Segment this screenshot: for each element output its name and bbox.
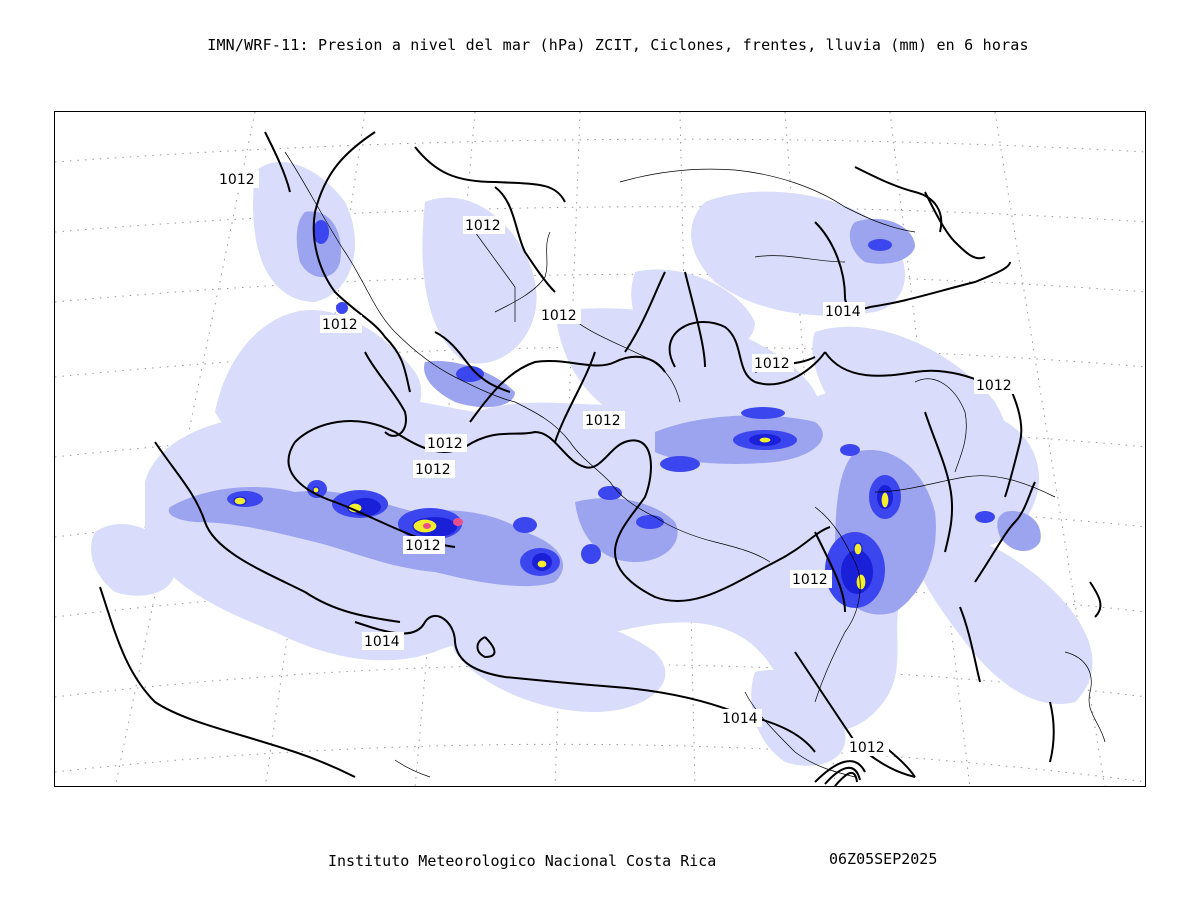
isobar-label: 1012	[849, 740, 885, 756]
label-bg	[217, 170, 259, 188]
label-bg	[425, 434, 467, 452]
label-bg	[720, 709, 762, 727]
isobar-label: 1012	[427, 436, 463, 452]
rain-intense-cores	[233, 436, 890, 591]
label-bg	[320, 315, 362, 333]
label-bg	[823, 302, 865, 320]
rain-light-field	[91, 162, 1093, 766]
map-canvas: 1012 1012 1012 1012 1012 1012 1012 1012 …	[55, 112, 1145, 786]
isobar-label: 1012	[976, 378, 1012, 394]
label-bg	[752, 354, 794, 372]
label-bg	[847, 738, 889, 756]
valid-time: 06Z05SEP2025	[829, 850, 938, 868]
isobar-label: 1014	[364, 634, 400, 650]
institution-credit: Instituto Meteorologico Nacional Costa R…	[328, 852, 717, 870]
isobar-label: 1014	[722, 711, 758, 727]
label-bg	[362, 632, 404, 650]
isobar-label: 1012	[585, 413, 621, 429]
label-bg	[463, 216, 505, 234]
map-title: IMN/WRF-11: Presion a nivel del mar (hPa…	[207, 36, 1029, 54]
isobar-label-group: 1012 1012 1012 1012 1012 1012 1012 1012 …	[217, 170, 1016, 756]
label-bg	[539, 306, 581, 324]
label-bg	[413, 460, 455, 478]
isobar-label: 1014	[825, 304, 861, 320]
label-bg	[403, 536, 445, 554]
label-bg	[974, 376, 1016, 394]
isobar-label: 1012	[754, 356, 790, 372]
isobar-label: 1012	[322, 317, 358, 333]
label-bg	[790, 570, 832, 588]
isobar-label: 1012	[415, 462, 451, 478]
isobar-label: 1012	[219, 172, 255, 188]
rain-extreme-cores	[423, 518, 463, 529]
label-bg	[583, 411, 625, 429]
weather-map: 1012 1012 1012 1012 1012 1012 1012 1012 …	[54, 111, 1146, 787]
isobar-label: 1012	[465, 218, 501, 234]
isobar-label: 1012	[792, 572, 828, 588]
isobar-label: 1012	[405, 538, 441, 554]
isobar-label: 1012	[541, 308, 577, 324]
